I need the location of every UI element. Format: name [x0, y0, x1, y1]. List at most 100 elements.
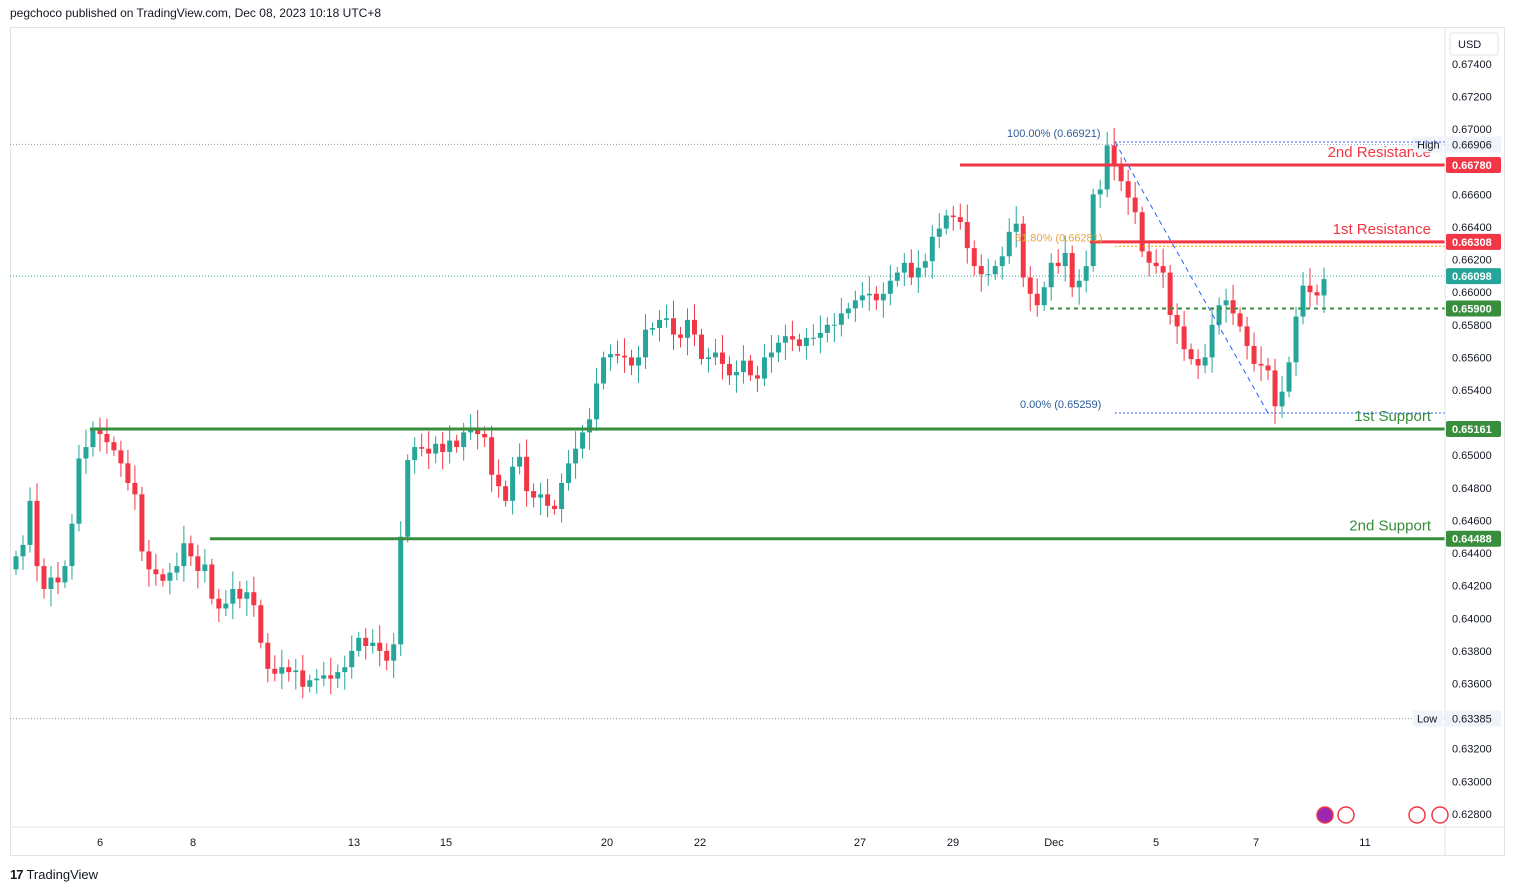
candle-body [342, 667, 348, 673]
candle-body [83, 447, 89, 459]
candle-body [545, 494, 551, 506]
candle-body [216, 598, 222, 609]
level-price-label: 0.65161 [1452, 424, 1492, 436]
candle-body [782, 336, 788, 343]
candle-body [328, 675, 334, 679]
levels-layer: 2nd Resistance 0.66780 1st Resistance 0.663… [90, 128, 1501, 727]
candle-body [1265, 365, 1271, 371]
candle-body [643, 329, 649, 358]
candle-body [279, 667, 285, 674]
candle-body [538, 494, 544, 498]
candle-body [1188, 349, 1194, 360]
candle-body [1153, 262, 1159, 267]
candle-body [580, 432, 586, 449]
candle-body [314, 678, 320, 681]
level-price-tag [1446, 420, 1501, 437]
y-tick-label: 0.66400 [1452, 222, 1492, 234]
level-price-label: 0.66308 [1452, 237, 1492, 249]
candle-body [810, 337, 816, 339]
candles-layer [13, 127, 1327, 699]
candle-body [1146, 251, 1152, 263]
tradingview-logo-icon: 17 [10, 866, 24, 882]
level-label: 1st Support [1354, 408, 1432, 425]
candle-body [594, 383, 600, 420]
candle-body [531, 491, 537, 498]
candle-body [118, 450, 124, 464]
level-price-label: 0.66780 [1452, 160, 1492, 172]
currency-label: USD [1458, 39, 1481, 51]
candle-body [510, 466, 516, 501]
candle-body [160, 574, 166, 581]
candle-body [111, 442, 117, 451]
y-tick-label: 0.66200 [1452, 255, 1492, 267]
candle-body [1216, 305, 1222, 325]
fib-trend-line [1114, 141, 1269, 414]
candle-body [412, 447, 418, 461]
candle-body [1139, 212, 1145, 252]
candle-body [90, 429, 96, 448]
candle-body [125, 463, 131, 483]
event-flags [1316, 806, 1449, 824]
y-tick-label: 0.65000 [1452, 450, 1492, 462]
candle-body [503, 486, 509, 501]
level-price-tag [1446, 233, 1501, 250]
candle-body [559, 482, 565, 510]
x-tick-label: 15 [440, 837, 452, 849]
candle-body [719, 352, 725, 364]
candle-body [1237, 313, 1243, 327]
candle-body [943, 215, 949, 229]
chart-frame [10, 27, 1505, 856]
candle-body [936, 228, 942, 237]
candle-body [34, 500, 40, 567]
candle-body [852, 300, 858, 309]
candle-body [1125, 181, 1131, 198]
candle-body [1062, 253, 1068, 267]
pivot-price-tag [1446, 300, 1501, 317]
candle-body [517, 456, 523, 467]
low-price-tag [1446, 710, 1501, 727]
currency-button[interactable] [1449, 32, 1499, 56]
candle-body [1048, 262, 1054, 288]
candle-body [824, 324, 830, 333]
footer[interactable]: 17 TradingView [10, 864, 98, 884]
candle-body [726, 363, 732, 376]
candle-body [1034, 293, 1040, 306]
candle-body [873, 293, 879, 301]
x-tick-label: 6 [97, 837, 103, 849]
candle-body [1300, 285, 1306, 317]
x-tick-label: 29 [947, 837, 959, 849]
candle-body [69, 523, 75, 567]
candle-body [153, 569, 159, 575]
grid-layer [10, 143, 1445, 720]
y-tick-label: 0.65600 [1452, 352, 1492, 364]
candle-body [265, 642, 271, 669]
y-tick-label: 0.64800 [1452, 483, 1492, 495]
low-label: Low [1417, 714, 1437, 726]
candle-body [705, 357, 711, 360]
high-label-bg [1413, 136, 1443, 153]
candle-body [440, 443, 446, 452]
y-tick-label: 0.64200 [1452, 581, 1492, 593]
high-label: High [1417, 139, 1440, 151]
candle-body [677, 334, 683, 338]
candle-body [552, 505, 558, 510]
candle-body [209, 564, 215, 599]
candle-body [1321, 279, 1327, 296]
y-tick-label: 0.67200 [1452, 91, 1492, 103]
candle-body [223, 603, 229, 609]
candle-body [1258, 363, 1264, 366]
candle-body [880, 293, 886, 301]
candle-body [684, 319, 690, 338]
candle-body [664, 318, 670, 320]
y-tick-label: 0.63600 [1452, 679, 1492, 691]
candle-body [202, 564, 208, 571]
level-label: 2nd Support [1349, 518, 1432, 535]
candle-body [335, 672, 341, 679]
event-flag-icon [1337, 806, 1355, 824]
candle-body [307, 680, 313, 687]
candle-body [1230, 300, 1236, 314]
high-price-label: 0.66906 [1452, 139, 1492, 151]
y-tick-label: 0.63800 [1452, 646, 1492, 658]
candle-body [97, 429, 103, 435]
